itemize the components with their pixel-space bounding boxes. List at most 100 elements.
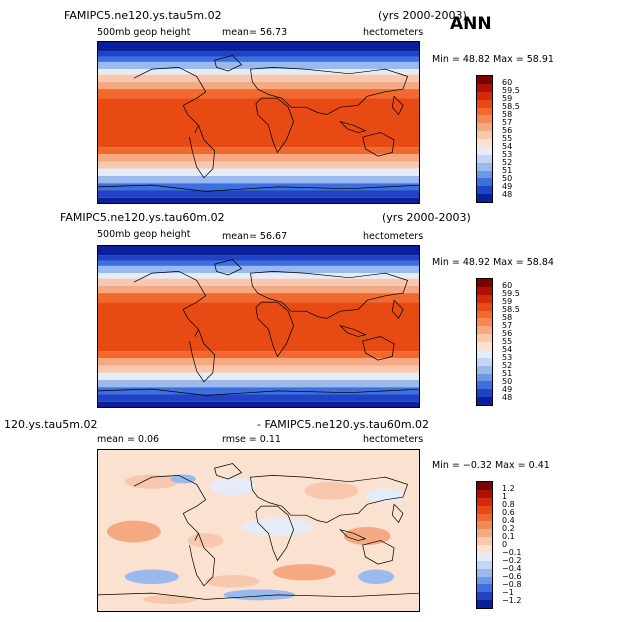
- colorbar-tick-label: 53: [502, 150, 513, 159]
- colorbar-swatch: [477, 505, 492, 514]
- colorbar-swatch: [477, 178, 492, 187]
- colorbar-swatch: [477, 397, 492, 405]
- panel1-colorbar: [476, 75, 493, 203]
- colorbar-tick-label: 1.2: [502, 484, 515, 493]
- colorbar-tick-label: 1: [502, 492, 508, 501]
- colorbar-tick-label: 59.5: [502, 86, 520, 95]
- colorbar-tick-label: −0.2: [502, 556, 522, 565]
- colorbar-tick-label: 59.5: [502, 289, 520, 298]
- panel2-mean: mean= 56.67: [222, 231, 288, 242]
- colorbar-swatch: [477, 389, 492, 398]
- panel2-map: [97, 245, 420, 408]
- panel1-map: [97, 41, 420, 204]
- colorbar-swatch: [477, 318, 492, 327]
- colorbar-tick-label: 0.8: [502, 500, 515, 509]
- panel1-min-max: Min = 48.82 Max = 58.91: [432, 54, 554, 65]
- panel1-mean: mean= 56.73: [222, 27, 288, 38]
- panel1-title-left: FAMIPC5.ne120.ys.tau5m.02: [64, 9, 222, 22]
- colorbar-tick-label: 49: [502, 385, 513, 394]
- colorbar-swatch: [477, 326, 492, 335]
- panel3-title-right: - FAMIPC5.ne120.ys.tau60m.02: [257, 418, 430, 431]
- panel3-map-field: [98, 450, 419, 611]
- colorbar-swatch: [477, 592, 492, 601]
- colorbar-tick-label: −0.6: [502, 572, 522, 581]
- colorbar-swatch: [477, 529, 492, 538]
- colorbar-swatch: [477, 99, 492, 108]
- colorbar-tick-label: −1: [502, 588, 514, 597]
- colorbar-swatch: [477, 76, 492, 84]
- colorbar-swatch: [477, 521, 492, 530]
- colorbar-tick-label: 58: [502, 313, 513, 322]
- panel3-rmse: rmse = 0.11: [222, 434, 281, 445]
- colorbar-swatch: [477, 552, 492, 561]
- colorbar-tick-label: 60: [502, 281, 513, 290]
- colorbar-tick-label: 50: [502, 377, 513, 386]
- colorbar-tick-label: 48: [502, 393, 513, 402]
- colorbar-tick-label: 55: [502, 337, 513, 346]
- colorbar-swatch: [477, 162, 492, 171]
- colorbar-swatch: [477, 513, 492, 522]
- colorbar-tick-label: 56: [502, 329, 513, 338]
- panel3-mean: mean = 0.06: [97, 434, 160, 445]
- colorbar-swatch: [477, 357, 492, 366]
- colorbar-swatch: [477, 568, 492, 577]
- colorbar-swatch: [477, 373, 492, 382]
- colorbar-swatch: [477, 560, 492, 569]
- colorbar-tick-label: −0.1: [502, 548, 522, 557]
- colorbar-tick-label: −1.2: [502, 596, 522, 605]
- panel1-map-field: [98, 42, 419, 203]
- colorbar-tick-label: 58.5: [502, 102, 520, 111]
- colorbar-swatch: [477, 186, 492, 195]
- colorbar-swatch: [477, 584, 492, 593]
- panel3-min-max: Min = −0.32 Max = 0.41: [432, 460, 550, 471]
- colorbar-swatch: [477, 334, 492, 342]
- colorbar-tick-label: 55: [502, 134, 513, 143]
- colorbar-swatch: [477, 131, 492, 139]
- colorbar-tick-label: −0.8: [502, 580, 522, 589]
- colorbar-tick-label: 0.4: [502, 516, 515, 525]
- colorbar-tick-label: 0.6: [502, 508, 515, 517]
- colorbar-swatch: [477, 497, 492, 506]
- colorbar-swatch: [477, 286, 492, 295]
- panel2-title-right: (yrs 2000-2003): [382, 211, 471, 224]
- colorbar-tick-label: 56: [502, 126, 513, 135]
- colorbar-swatch: [477, 279, 492, 287]
- panel2-units: hectometers: [363, 231, 424, 242]
- panel1-subtitle: 500mb geop height: [97, 27, 191, 38]
- colorbar-tick-label: 59: [502, 94, 513, 103]
- colorbar-tick-label: 53: [502, 353, 513, 362]
- panel3-units: hectometers: [363, 434, 424, 445]
- colorbar-swatch: [477, 194, 492, 202]
- colorbar-swatch: [477, 170, 492, 179]
- panel2-map-field: [98, 246, 419, 407]
- colorbar-swatch: [477, 154, 492, 163]
- colorbar-swatch: [477, 146, 492, 155]
- colorbar-tick-label: 51: [502, 369, 513, 378]
- colorbar-swatch: [477, 139, 492, 147]
- colorbar-swatch: [477, 349, 492, 358]
- colorbar-tick-label: 59: [502, 297, 513, 306]
- colorbar-swatch: [477, 600, 492, 608]
- colorbar-tick-label: 51: [502, 166, 513, 175]
- colorbar-tick-label: 48: [502, 190, 513, 199]
- colorbar-tick-label: 58.5: [502, 305, 520, 314]
- colorbar-tick-label: 52: [502, 361, 513, 370]
- colorbar-tick-label: 60: [502, 78, 513, 87]
- panel2-min-max: Min = 48.92 Max = 58.84: [432, 257, 554, 268]
- colorbar-swatch: [477, 576, 492, 585]
- panel3-map: [97, 449, 420, 612]
- season-label: ANN: [450, 14, 492, 34]
- colorbar-tick-label: −0.4: [502, 564, 522, 573]
- colorbar-tick-label: 0: [502, 540, 508, 549]
- colorbar-swatch: [477, 302, 492, 311]
- colorbar-swatch: [477, 115, 492, 124]
- colorbar-swatch: [477, 537, 492, 545]
- panel3-title-left: 120.ys.tau5m.02: [4, 418, 98, 431]
- colorbar-tick-label: 50: [502, 174, 513, 183]
- colorbar-swatch: [477, 381, 492, 390]
- colorbar-tick-label: 58: [502, 110, 513, 119]
- panel1-units: hectometers: [363, 27, 424, 38]
- colorbar-tick-label: 57: [502, 321, 513, 330]
- colorbar-swatch: [477, 107, 492, 116]
- panel3-colorbar: [476, 481, 493, 609]
